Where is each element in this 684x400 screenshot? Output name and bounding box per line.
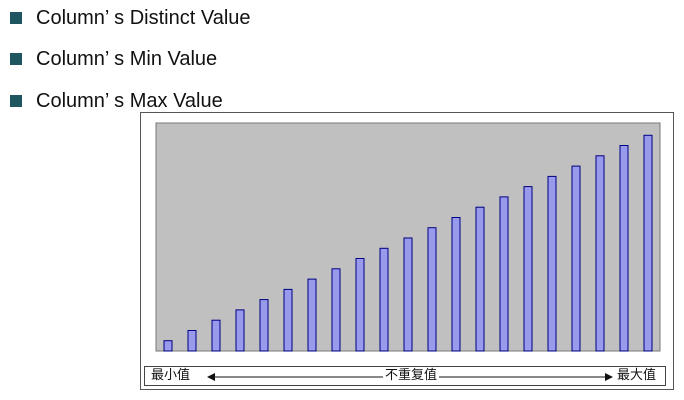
x-axis-center-label: 不重复值 bbox=[383, 368, 440, 384]
bullet-item: Column’ s Distinct Value bbox=[10, 3, 610, 33]
bar bbox=[283, 288, 293, 352]
bar bbox=[379, 247, 389, 352]
bar bbox=[523, 186, 533, 352]
bar bbox=[571, 165, 581, 352]
bar bbox=[355, 258, 365, 352]
bullet-text: Column’ s Distinct Value bbox=[36, 6, 251, 29]
bar bbox=[451, 217, 461, 352]
bar bbox=[643, 134, 653, 352]
chart-frame bbox=[140, 112, 674, 390]
x-axis-strip: 最小值 不重复值 最大值 bbox=[144, 366, 666, 386]
x-axis-left-label: 最小值 bbox=[149, 368, 193, 384]
bar bbox=[403, 237, 413, 352]
square-bullet-icon bbox=[10, 53, 22, 65]
bar bbox=[547, 175, 557, 352]
bar bbox=[235, 309, 245, 352]
arrow-right-icon bbox=[605, 373, 613, 381]
bar bbox=[307, 278, 317, 352]
bar bbox=[163, 340, 173, 352]
bullet-text: Column’ s Max Value bbox=[36, 89, 223, 112]
bar bbox=[259, 299, 269, 352]
bar bbox=[211, 319, 221, 352]
x-axis-right-label: 最大值 bbox=[615, 368, 659, 384]
square-bullet-icon bbox=[10, 95, 22, 107]
bullet-text: Column’ s Min Value bbox=[36, 47, 218, 70]
bar bbox=[499, 196, 509, 352]
bar bbox=[619, 145, 629, 352]
square-bullet-icon bbox=[10, 12, 22, 24]
bullet-item: Column’ s Min Value bbox=[10, 44, 610, 74]
bar bbox=[427, 227, 437, 352]
bar bbox=[331, 268, 341, 352]
bar bbox=[475, 206, 485, 352]
arrow-left-icon bbox=[207, 373, 215, 381]
bar bbox=[187, 330, 197, 352]
bar-chart bbox=[155, 122, 661, 352]
bar bbox=[595, 155, 605, 352]
bullet-item: Column’ s Max Value bbox=[10, 86, 610, 116]
